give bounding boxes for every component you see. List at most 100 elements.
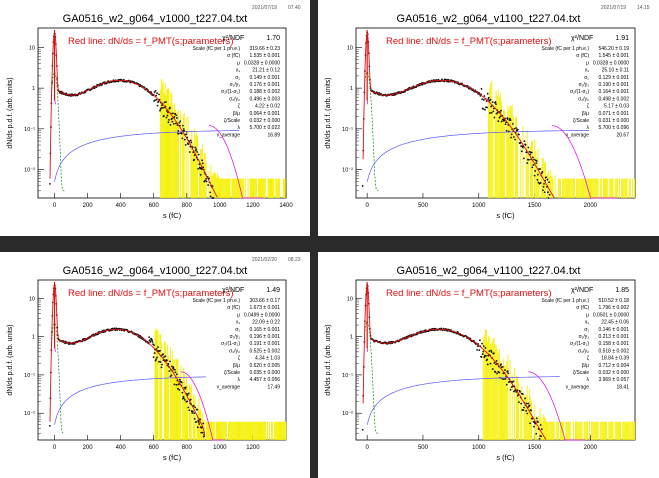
fit-param-value: 5.700 ± 0.096 [598, 125, 629, 131]
fit-param-value: 510.52 ± 0.18 [598, 298, 629, 304]
chart-time: 07.40 [288, 5, 301, 11]
fit-param-label: σ (fC) [576, 53, 589, 59]
data-point [178, 388, 181, 391]
data-point [528, 158, 530, 161]
data-point [502, 378, 505, 381]
magenta-component-curve [209, 125, 264, 199]
data-point [491, 368, 494, 370]
data-point [524, 144, 527, 146]
fit-param-value: 0.146 ± 0.001 [598, 327, 629, 333]
data-point [510, 136, 513, 139]
data-point [182, 395, 185, 398]
data-point [537, 173, 539, 176]
data-point [539, 424, 542, 426]
data-point [192, 404, 195, 407]
data-point [527, 146, 530, 149]
x-tick-label: 0 [365, 445, 369, 451]
fit-chi2-value: 1.49 [266, 287, 280, 294]
data-point [490, 351, 493, 353]
data-point [443, 80, 446, 83]
fit-param-value: 0.176 ± 0.001 [249, 82, 280, 88]
data-point [167, 111, 169, 114]
data-point [197, 421, 200, 424]
data-point [523, 406, 525, 409]
fit-param-value: 0.158 ± 0.001 [598, 341, 629, 347]
data-point [163, 101, 166, 104]
fit-param-label: v_average [566, 132, 590, 138]
data-point [481, 98, 484, 101]
data-point [511, 122, 514, 125]
data-point [198, 423, 201, 425]
data-point [152, 356, 155, 359]
chart-date: 2021/02/20 [252, 257, 277, 263]
fit-param-value: 1.673 ± 0.001 [249, 305, 280, 311]
fit-param-label: β/μ [582, 363, 589, 369]
data-point [540, 172, 543, 175]
y-tick-label: 10⁻¹ [342, 373, 353, 379]
fit-param-value: 1.796 ± 0.002 [598, 305, 629, 311]
data-point [166, 110, 168, 112]
data-point [187, 406, 190, 409]
data-point [175, 373, 178, 376]
y-tick-label: 10⁻¹ [342, 127, 353, 133]
y-tick-label: 10⁻² [24, 411, 35, 417]
data-point [507, 372, 510, 375]
fit-param-value: 18.84 ± 0.39 [601, 356, 629, 362]
data-point [155, 98, 158, 101]
data-point [156, 104, 159, 107]
data-point [148, 336, 151, 338]
data-point [160, 107, 163, 109]
fit-chi2-value: 1.85 [615, 287, 629, 294]
data-point [166, 359, 168, 362]
data-point [510, 133, 513, 136]
data-point [162, 353, 164, 356]
fit-param-value: 0.498 ± 0.002 [598, 96, 629, 102]
fit-param-label: v_average [217, 384, 241, 390]
fit-param-value: 0.712 ± 0.004 [598, 363, 629, 369]
chart-date: 2021/07/19 [252, 5, 277, 11]
data-point [184, 386, 187, 389]
data-point [539, 181, 542, 184]
fit-param-value: 20.67 [616, 132, 629, 138]
fit-param-label: ζ [587, 356, 590, 362]
fit-param-value: 0.190 ± 0.001 [598, 82, 629, 88]
fit-param-value: 0.620 ± 0.005 [249, 363, 280, 369]
data-point [527, 402, 530, 405]
fit-chi2-label: χ²/NDF [571, 287, 593, 294]
data-point [161, 104, 163, 107]
data-point [153, 344, 155, 347]
data-point [504, 123, 507, 126]
data-point [500, 109, 502, 112]
data-point [205, 178, 208, 180]
data-point [518, 133, 520, 136]
x-tick-label: 400 [116, 203, 127, 209]
x-tick-label: 800 [182, 445, 193, 451]
data-point [163, 114, 165, 117]
data-point [509, 119, 512, 122]
x-tick-label: 1000 [213, 445, 227, 451]
x-tick-label: 1200 [246, 203, 260, 209]
data-point [155, 94, 157, 97]
data-point [489, 362, 492, 365]
data-point [513, 127, 516, 130]
x-tick-label: 400 [116, 445, 127, 451]
data-point [498, 371, 501, 374]
data-point [535, 162, 538, 165]
data-point [482, 350, 485, 353]
fit-param-label: μ [237, 312, 240, 318]
data-point [513, 136, 515, 138]
data-point [183, 398, 186, 401]
data-point [173, 368, 176, 371]
fit-param-label: σ₁ [235, 75, 240, 81]
data-point [208, 177, 211, 180]
data-point [195, 148, 198, 151]
x-tick-label: 500 [418, 203, 429, 209]
fit-param-label: σ₁/y₁ [230, 82, 241, 88]
data-point [488, 350, 491, 353]
fit-param-label: β/μ [233, 363, 240, 369]
chart-time: 14.15 [637, 5, 650, 11]
data-point [483, 108, 486, 111]
data-point [155, 358, 157, 361]
fit-param-label: λ [587, 125, 590, 131]
data-point [537, 421, 539, 423]
